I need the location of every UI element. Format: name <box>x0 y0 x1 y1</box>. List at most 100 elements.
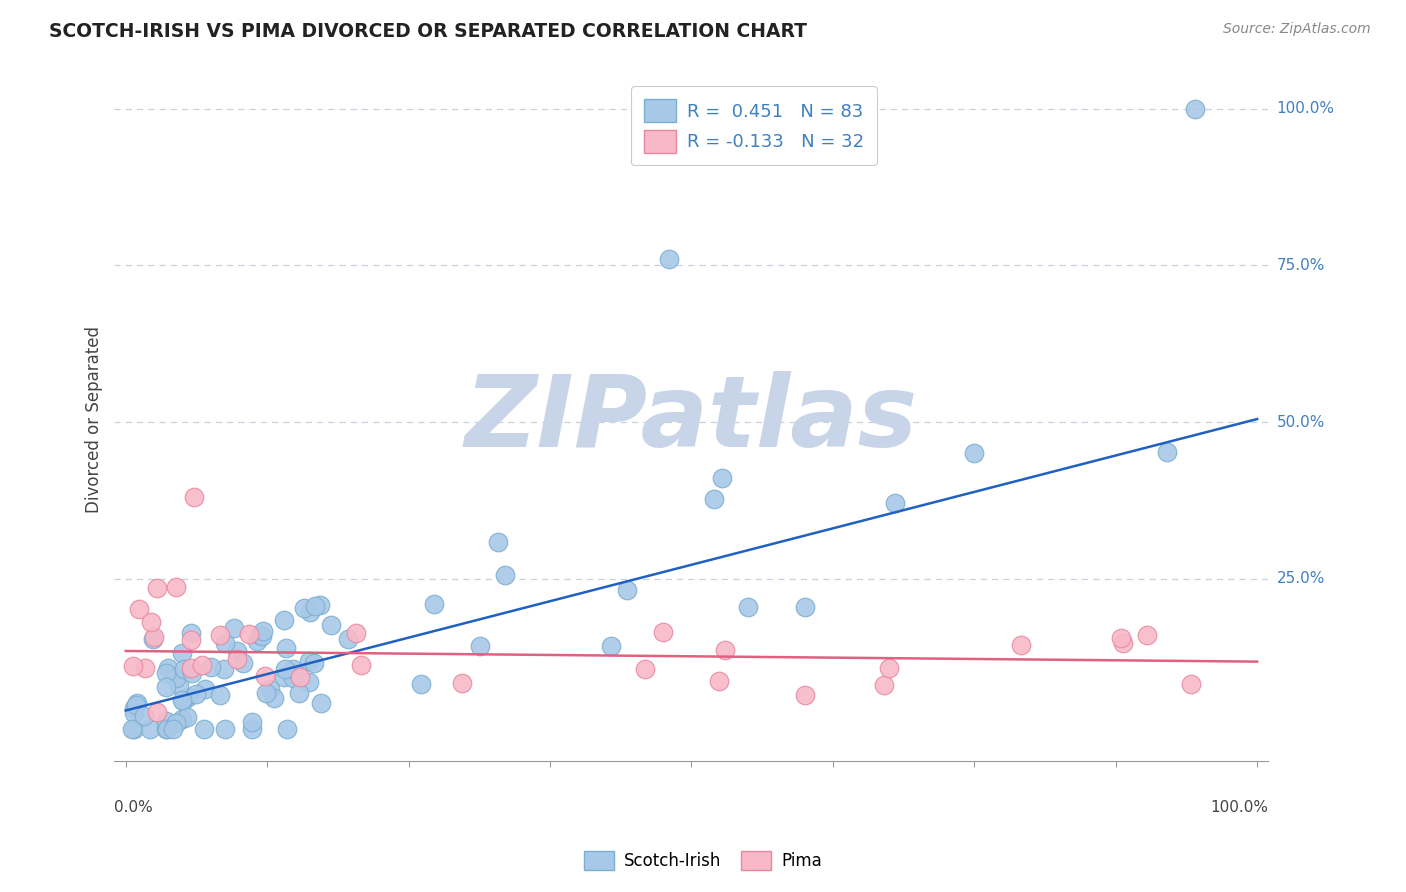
Point <box>139 615 162 630</box>
Point <box>273 670 295 684</box>
Y-axis label: Divorced or Separated: Divorced or Separated <box>86 326 103 513</box>
Point <box>297 654 319 668</box>
Point <box>180 660 202 674</box>
Point <box>122 659 145 673</box>
Point <box>222 621 245 635</box>
Point <box>281 671 304 685</box>
Point <box>172 694 194 708</box>
Point <box>240 714 263 729</box>
Point <box>191 658 214 673</box>
Point <box>486 535 509 549</box>
Point <box>1180 676 1202 690</box>
Point <box>155 680 177 694</box>
Point <box>263 691 285 706</box>
Point <box>1184 102 1206 116</box>
Point <box>302 656 325 670</box>
Legend: R =  0.451   N = 83, R = -0.133   N = 32: R = 0.451 N = 83, R = -0.133 N = 32 <box>631 87 877 165</box>
Point <box>122 700 145 714</box>
Text: 100.0%: 100.0% <box>1211 799 1268 814</box>
Point <box>121 723 143 737</box>
Point <box>193 723 215 737</box>
Point <box>252 624 274 638</box>
Point <box>709 673 731 688</box>
Point <box>184 687 207 701</box>
Point <box>884 496 907 510</box>
Point <box>249 628 271 642</box>
Point <box>337 632 360 647</box>
Point <box>276 723 298 737</box>
Point <box>309 598 332 612</box>
Point <box>495 567 517 582</box>
Point <box>259 682 281 697</box>
Point <box>238 627 260 641</box>
Text: Source: ZipAtlas.com: Source: ZipAtlas.com <box>1223 22 1371 37</box>
Point <box>703 492 725 507</box>
Point <box>155 665 177 680</box>
Point <box>183 491 205 505</box>
Point <box>165 580 187 594</box>
Point <box>127 697 149 711</box>
Point <box>714 643 737 657</box>
Point <box>180 665 202 680</box>
Point <box>125 698 148 713</box>
Point <box>1111 636 1133 650</box>
Point <box>145 581 167 595</box>
Point <box>254 686 277 700</box>
Point <box>173 662 195 676</box>
Point <box>155 723 177 737</box>
Point <box>274 641 297 656</box>
Point <box>616 583 638 598</box>
Point <box>350 657 373 672</box>
Point <box>253 669 276 683</box>
Point <box>128 601 150 615</box>
Point <box>658 252 681 267</box>
Point <box>194 681 217 696</box>
Point <box>180 625 202 640</box>
Point <box>132 708 155 723</box>
Point <box>208 628 231 642</box>
Point <box>710 471 733 485</box>
Point <box>176 710 198 724</box>
Point <box>176 690 198 704</box>
Point <box>470 639 492 653</box>
Text: 75.0%: 75.0% <box>1277 258 1324 273</box>
Point <box>139 723 162 737</box>
Point <box>240 723 263 737</box>
Point <box>294 601 316 615</box>
Point <box>304 599 326 613</box>
Point <box>170 712 193 726</box>
Point <box>411 676 433 690</box>
Point <box>122 723 145 737</box>
Point <box>281 662 304 676</box>
Point <box>155 714 177 728</box>
Point <box>143 630 166 644</box>
Text: 0.0%: 0.0% <box>114 799 153 814</box>
Point <box>298 675 321 690</box>
Point <box>180 633 202 648</box>
Point <box>142 632 165 647</box>
Text: SCOTCH-IRISH VS PIMA DIVORCED OR SEPARATED CORRELATION CHART: SCOTCH-IRISH VS PIMA DIVORCED OR SEPARAT… <box>49 22 807 41</box>
Point <box>214 723 236 737</box>
Point <box>172 693 194 707</box>
Point <box>134 660 156 674</box>
Point <box>122 706 145 721</box>
Point <box>423 597 446 611</box>
Point <box>156 723 179 737</box>
Point <box>274 663 297 677</box>
Point <box>309 696 332 710</box>
Text: 100.0%: 100.0% <box>1277 102 1334 116</box>
Point <box>872 678 894 692</box>
Point <box>214 635 236 649</box>
Point <box>963 446 986 460</box>
Point <box>298 605 321 619</box>
Point <box>793 600 815 615</box>
Point <box>321 617 343 632</box>
Point <box>165 672 187 686</box>
Point <box>1109 631 1132 645</box>
Point <box>225 643 247 657</box>
Point <box>208 688 231 702</box>
Point <box>162 723 184 737</box>
Point <box>794 688 817 702</box>
Point <box>165 715 187 730</box>
Point <box>212 662 235 676</box>
